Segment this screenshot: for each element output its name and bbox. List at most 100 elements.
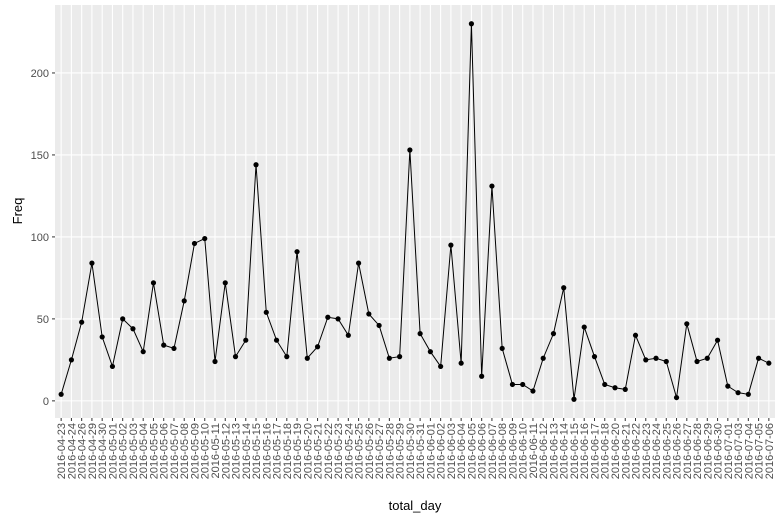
x-tick-label: 2016-06-26 [672,423,684,479]
point [120,316,126,322]
x-tick-label: 2016-06-01 [425,423,437,479]
point [591,353,598,360]
point [335,316,341,322]
point [58,391,64,397]
x-tick-label: 2016-05-24 [343,423,355,479]
point [530,388,536,394]
x-tick-label: 2016-05-27 [374,423,386,479]
x-tick-label: 2016-05-21 [313,423,325,479]
point [284,353,290,360]
point [232,353,239,360]
x-tick-label: 2016-06-25 [661,423,673,479]
x-tick-label: 2016-05-16 [261,423,273,479]
y-tick-label: 0 [43,396,49,408]
x-tick-label: 2016-05-15 [251,423,263,479]
point [499,345,505,352]
x-tick-label: 2016-05-19 [292,423,304,479]
x-tick-label: 2016-05-26 [364,423,376,479]
point [222,280,228,286]
x-tick-label: 2016-06-30 [713,423,725,479]
x-tick-label: 2016-06-09 [507,423,519,479]
point [140,349,146,355]
point [684,321,690,327]
point [181,298,187,304]
x-tick-label: 2016-05-31 [415,423,427,479]
x-tick-label: 2016-04-30 [97,423,109,479]
point [550,331,557,337]
x-tick-label: 2016-06-28 [692,423,704,479]
point [202,235,208,242]
point [79,319,85,325]
point [571,396,577,402]
point [161,342,167,348]
point [509,381,516,388]
point [479,373,485,379]
x-tick-label: 2016-05-30 [405,423,417,479]
point [386,355,392,361]
point [725,383,731,389]
point [581,324,587,330]
x-tick-label: 2016-06-04 [456,423,468,479]
x-tick-label: 2016-06-18 [600,423,612,479]
y-tick-label: 200 [31,68,49,80]
x-tick-label: 2016-06-14 [559,423,571,479]
point [150,280,157,286]
panel [55,5,775,418]
point [520,381,526,388]
point [653,355,659,361]
point [273,337,280,343]
point [130,326,136,332]
point [99,334,105,340]
point [191,240,198,247]
point [448,242,454,248]
point [325,314,331,320]
point [109,363,116,370]
point [253,162,259,168]
point [171,345,177,352]
x-tick-label: 2016-05-12 [220,423,232,479]
x-tick-label: 2016-07-01 [723,423,735,479]
point [304,355,310,361]
x-tick-label: 2016-06-27 [682,423,694,479]
x-tick-label: 2016-06-21 [620,423,632,479]
x-tick-label: 2016-06-02 [436,423,448,479]
x-tick-label: 2016-06-03 [446,423,458,479]
point [407,147,413,153]
x-tick-label: 2016-05-18 [282,423,294,479]
x-tick-label: 2016-06-06 [477,423,489,479]
x-tick-label: 2016-06-22 [631,423,643,479]
x-tick-label: 2016-06-23 [641,423,653,479]
x-tick-label: 2016-06-13 [548,423,560,479]
line [60,23,770,400]
point [397,353,403,360]
x-tick-label: 2016-05-07 [169,423,181,479]
y-tick-label: 50 [37,314,49,326]
point [489,183,495,189]
x-tick-label: 2016-07-04 [743,423,755,479]
y-tick-label: 150 [31,150,49,162]
point [622,386,628,392]
x-tick-label: 2016-06-29 [702,423,714,479]
x-tick-label: 2016-05-14 [241,423,253,479]
point [632,332,639,338]
y-tick-label: 100 [31,232,49,244]
point [458,360,464,366]
x-tick-label: 2016-05-28 [384,423,396,479]
point [694,358,700,365]
x-tick-label: 2016-07-06 [764,423,776,479]
x-tick-label: 2016-07-03 [733,423,745,479]
point [243,337,249,343]
point [714,337,721,343]
point [745,391,751,397]
x-tick-label: 2016-06-05 [466,423,478,479]
point [355,260,362,266]
point [663,358,669,365]
point [294,249,300,255]
x-tick-label: 2016-05-11 [210,423,222,478]
point [438,363,444,370]
x-tick-label: 2016-06-11 [528,423,540,478]
x-tick-label: 2016-05-09 [189,423,201,479]
x-tick-label: 2016-06-17 [589,423,601,479]
x-tick-label: 2016-04-24 [66,423,78,479]
point [561,285,567,291]
